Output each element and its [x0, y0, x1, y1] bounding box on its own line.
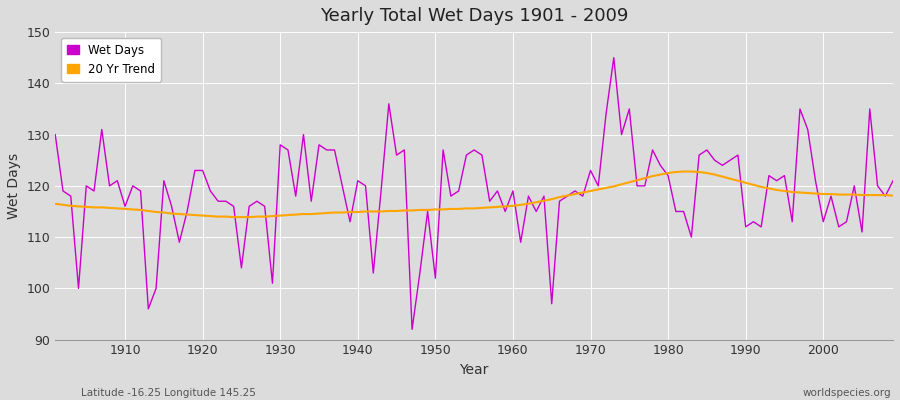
X-axis label: Year: Year — [460, 363, 489, 377]
Y-axis label: Wet Days: Wet Days — [7, 153, 21, 219]
Legend: Wet Days, 20 Yr Trend: Wet Days, 20 Yr Trend — [61, 38, 161, 82]
Text: Latitude -16.25 Longitude 145.25: Latitude -16.25 Longitude 145.25 — [81, 388, 256, 398]
Title: Yearly Total Wet Days 1901 - 2009: Yearly Total Wet Days 1901 - 2009 — [320, 7, 628, 25]
Text: worldspecies.org: worldspecies.org — [803, 388, 891, 398]
